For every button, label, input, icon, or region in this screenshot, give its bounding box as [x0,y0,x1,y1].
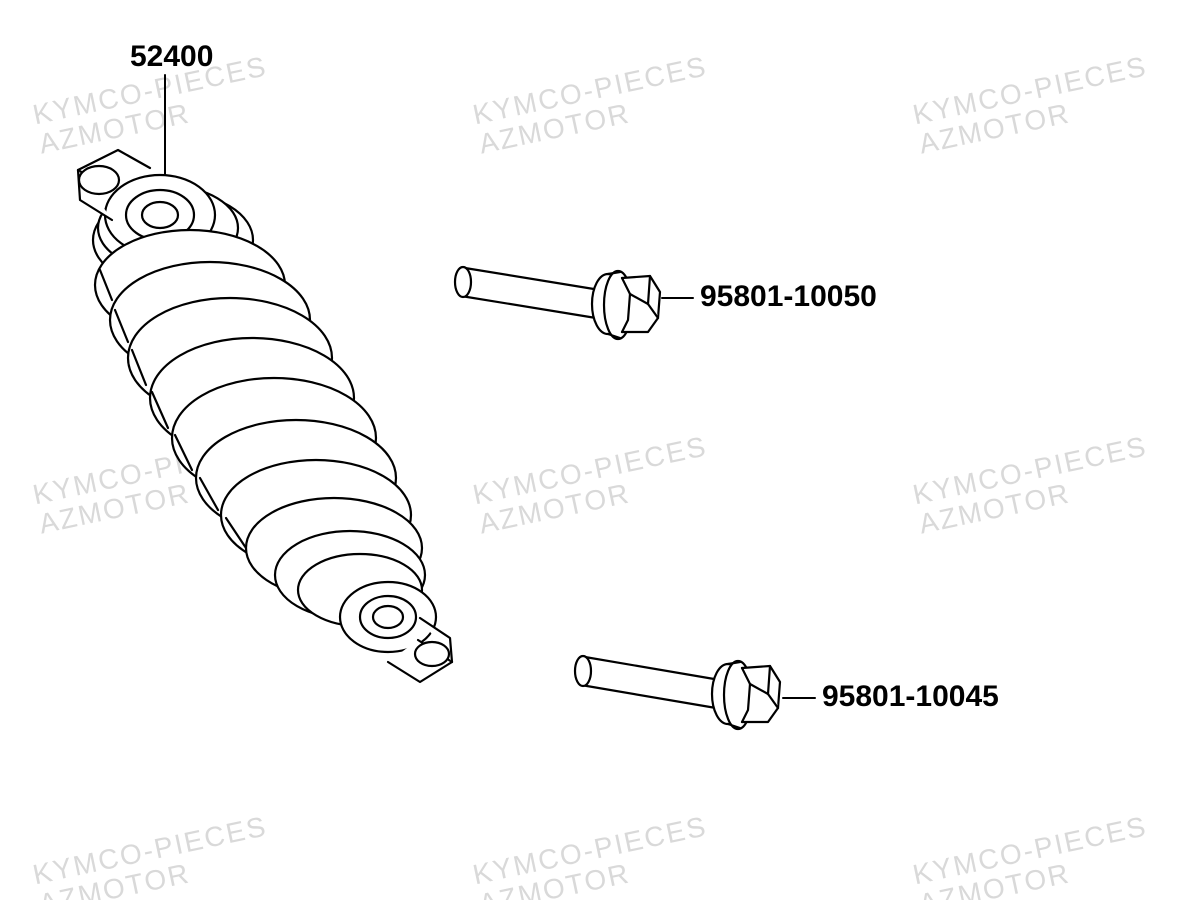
diagram-canvas: KYMCO-PIECES AZMOTOR KYMCO-PIECES AZMOTO… [0,0,1200,900]
label-shock-absorber: 52400 [130,40,213,74]
label-bolt-upper: 95801-10050 [700,280,877,314]
label-bolt-lower: 95801-10045 [822,680,999,714]
parts-drawing [0,0,1200,900]
